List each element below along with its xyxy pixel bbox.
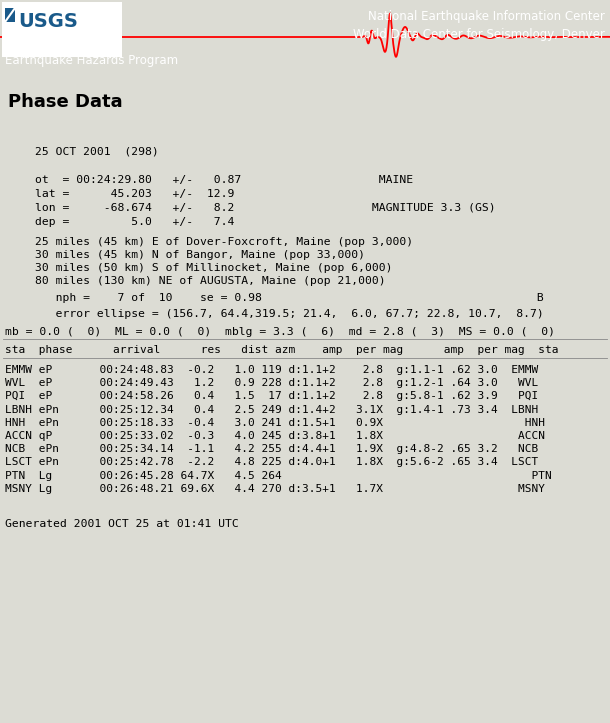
Text: PQI  eP       00:24:58.26   0.4   1.5  17 d:1.1+2    2.8  g:5.8-1 .62 3.9   PQI: PQI eP 00:24:58.26 0.4 1.5 17 d:1.1+2 2.…	[5, 391, 538, 401]
Text: ot  = 00:24:29.80   +/-   0.87                    MAINE: ot = 00:24:29.80 +/- 0.87 MAINE	[35, 175, 413, 185]
Text: Generated 2001 OCT 25 at 01:41 UTC: Generated 2001 OCT 25 at 01:41 UTC	[5, 519, 239, 529]
Text: National Earthquake Information Center: National Earthquake Information Center	[368, 10, 605, 23]
Text: 25 miles (45 km) E of Dover-Foxcroft, Maine (pop 3,000): 25 miles (45 km) E of Dover-Foxcroft, Ma…	[35, 237, 413, 247]
Text: 30 miles (45 km) N of Bangor, Maine (pop 33,000): 30 miles (45 km) N of Bangor, Maine (pop…	[35, 250, 365, 260]
Text: mb = 0.0 (  0)  ML = 0.0 (  0)  mblg = 3.3 (  6)  md = 2.8 (  3)  MS = 0.0 (  0): mb = 0.0 ( 0) ML = 0.0 ( 0) mblg = 3.3 (…	[5, 327, 555, 337]
Text: ACCN qP       00:25:33.02  -0.3   4.0 245 d:3.8+1   1.8X                    ACCN: ACCN qP 00:25:33.02 -0.3 4.0 245 d:3.8+1…	[5, 431, 545, 441]
Text: HNH  ePn      00:25:18.33  -0.4   3.0 241 d:1.5+1   0.9X                     HNH: HNH ePn 00:25:18.33 -0.4 3.0 241 d:1.5+1…	[5, 418, 545, 428]
Text: sta  phase      arrival      res   dist azm    amp  per mag      amp  per mag  s: sta phase arrival res dist azm amp per m…	[5, 345, 559, 355]
Text: LBNH ePn      00:25:12.34   0.4   2.5 249 d:1.4+2   3.1X  g:1.4-1 .73 3.4  LBNH: LBNH ePn 00:25:12.34 0.4 2.5 249 d:1.4+2…	[5, 405, 538, 414]
Text: USGS: USGS	[18, 12, 78, 31]
Text: 30 miles (50 km) S of Millinocket, Maine (pop 6,000): 30 miles (50 km) S of Millinocket, Maine…	[35, 263, 392, 273]
Text: World Data Center for Seismology, Denver: World Data Center for Seismology, Denver	[353, 28, 605, 41]
Text: Earthquake Hazards Program: Earthquake Hazards Program	[5, 54, 178, 67]
Text: lon =     -68.674   +/-   8.2                    MAGNITUDE 3.3 (GS): lon = -68.674 +/- 8.2 MAGNITUDE 3.3 (GS)	[35, 203, 495, 213]
Text: 80 miles (130 km) NE of AUGUSTA, Maine (pop 21,000): 80 miles (130 km) NE of AUGUSTA, Maine (…	[35, 276, 386, 286]
Text: WVL  eP       00:24:49.43   1.2   0.9 228 d:1.1+2    2.8  g:1.2-1 .64 3.0   WVL: WVL eP 00:24:49.43 1.2 0.9 228 d:1.1+2 2…	[5, 378, 538, 388]
Bar	[2, 2, 122, 57]
Text: PTN  Lg       00:26:45.28 64.7X   4.5 264                                     PT: PTN Lg 00:26:45.28 64.7X 4.5 264 PT	[5, 471, 552, 481]
Text: LSCT ePn      00:25:42.78  -2.2   4.8 225 d:4.0+1   1.8X  g:5.6-2 .65 3.4  LSCT: LSCT ePn 00:25:42.78 -2.2 4.8 225 d:4.0+…	[5, 458, 538, 467]
Bar	[5, 8, 15, 22]
Text: EMMW eP       00:24:48.83  -0.2   1.0 119 d:1.1+2    2.8  g:1.1-1 .62 3.0  EMMW: EMMW eP 00:24:48.83 -0.2 1.0 119 d:1.1+2…	[5, 365, 538, 375]
Text: MSNY Lg       00:26:48.21 69.6X   4.4 270 d:3.5+1   1.7X                    MSNY: MSNY Lg 00:26:48.21 69.6X 4.4 270 d:3.5+…	[5, 484, 545, 494]
Text: 25 OCT 2001  (298): 25 OCT 2001 (298)	[35, 147, 159, 157]
Text: NCB  ePn      00:25:34.14  -1.1   4.2 255 d:4.4+1   1.9X  g:4.8-2 .65 3.2   NCB: NCB ePn 00:25:34.14 -1.1 4.2 255 d:4.4+1…	[5, 444, 538, 454]
Text: Phase Data: Phase Data	[8, 93, 123, 111]
Text: dep =         5.0   +/-   7.4: dep = 5.0 +/- 7.4	[35, 217, 234, 227]
Text: error ellipse = (156.7, 64.4,319.5; 21.4,  6.0, 67.7; 22.8, 10.7,  8.7): error ellipse = (156.7, 64.4,319.5; 21.4…	[35, 309, 544, 319]
Text: nph =    7 of  10    se = 0.98                                        B: nph = 7 of 10 se = 0.98 B	[35, 293, 544, 303]
Text: lat =      45.203   +/-  12.9: lat = 45.203 +/- 12.9	[35, 189, 234, 199]
